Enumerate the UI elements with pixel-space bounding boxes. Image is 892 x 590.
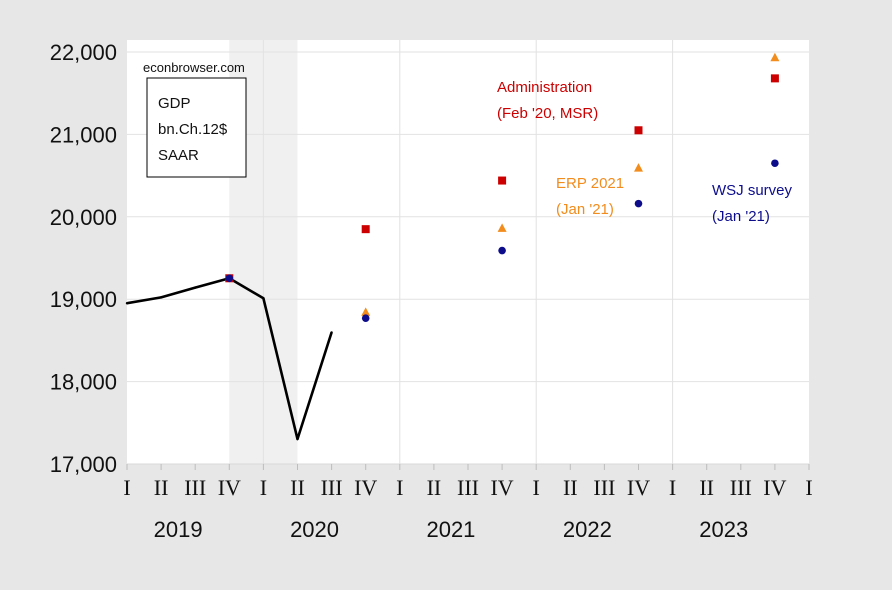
actual-gdp-point: [262, 297, 265, 300]
quarter-label: IV: [627, 475, 650, 500]
quarter-label: I: [805, 475, 812, 500]
info-box-line-1: GDP: [158, 95, 191, 112]
quarter-label: I: [123, 475, 130, 500]
wsj-survey-marker: [771, 159, 779, 168]
quarter-label: IV: [490, 475, 513, 500]
actual-gdp-point: [194, 286, 197, 289]
annotation-wsj-1: WSJ survey: [712, 182, 793, 199]
actual-gdp-point: [125, 302, 129, 305]
wsj-survey-marker: [225, 274, 234, 283]
erp-2021-marker: [770, 52, 780, 62]
series-annotations: Administration (Feb '20, MSR) ERP 2021 (…: [497, 79, 793, 225]
year-label: 2023: [699, 517, 748, 542]
annotation-wsj-2: (Jan '21): [712, 208, 770, 225]
annotation-erp-2: (Jan '21): [556, 201, 614, 218]
quarter-label: III: [321, 475, 343, 500]
year-label: 2021: [426, 517, 475, 542]
year-label: 2020: [290, 517, 339, 542]
quarter-label: III: [457, 475, 479, 500]
administration-marker: [361, 225, 370, 234]
quarter-label: I: [533, 475, 540, 500]
y-axis: 17,000 18,000 19,000 20,000 21,000 22,000: [50, 40, 117, 477]
quarter-label: III: [593, 475, 615, 500]
series-layer: [125, 52, 780, 441]
y-tick-label: 19,000: [50, 287, 117, 312]
year-label: 2019: [154, 517, 203, 542]
erp-2021-marker: [361, 307, 371, 316]
info-box-line-3: SAAR: [158, 147, 199, 164]
erp-2021-marker: [497, 223, 507, 232]
administration-marker: [634, 126, 643, 135]
year-label: 2022: [563, 517, 612, 542]
actual-gdp-point: [330, 331, 333, 334]
quarter-label: II: [290, 475, 305, 500]
quarter-label: IV: [763, 475, 786, 500]
gridlines: [127, 40, 809, 464]
wsj-survey-marker: [634, 199, 643, 208]
y-tick-label: 22,000: [50, 40, 117, 65]
quarter-label: I: [396, 475, 403, 500]
annotation-administration-2: (Feb '20, MSR): [497, 105, 598, 122]
watermark: econbrowser.com: [143, 60, 245, 75]
administration-marker: [498, 176, 507, 185]
quarter-label: IV: [354, 475, 377, 500]
erp-2021-marker: [634, 163, 643, 172]
quarter-label: I: [669, 475, 676, 500]
annotation-administration-1: Administration: [497, 79, 592, 96]
quarter-label: II: [563, 475, 578, 500]
quarter-label: II: [427, 475, 442, 500]
quarter-label: IV: [218, 475, 241, 500]
quarter-label: II: [699, 475, 714, 500]
y-tick-label: 21,000: [50, 122, 117, 147]
wsj-survey-marker: [361, 314, 370, 322]
x-axis: I II III IV I II III IV I II III IV I II III IV I II III IV…: [123, 463, 813, 542]
quarter-label: I: [260, 475, 267, 500]
actual-gdp-point: [296, 437, 299, 441]
y-tick-label: 18,000: [50, 370, 117, 395]
info-box-line-2: bn.Ch.12$: [158, 121, 228, 138]
quarter-label: II: [154, 475, 169, 500]
quarter-label: III: [184, 475, 206, 500]
y-tick-label: 17,000: [50, 452, 117, 477]
actual-gdp-point: [159, 296, 163, 299]
wsj-survey-marker: [498, 246, 506, 255]
quarter-label: III: [730, 475, 752, 500]
annotation-erp-1: ERP 2021: [556, 175, 624, 192]
info-box: GDP bn.Ch.12$ SAAR: [146, 77, 247, 178]
administration-marker: [770, 74, 779, 83]
y-tick-label: 20,000: [50, 205, 117, 230]
